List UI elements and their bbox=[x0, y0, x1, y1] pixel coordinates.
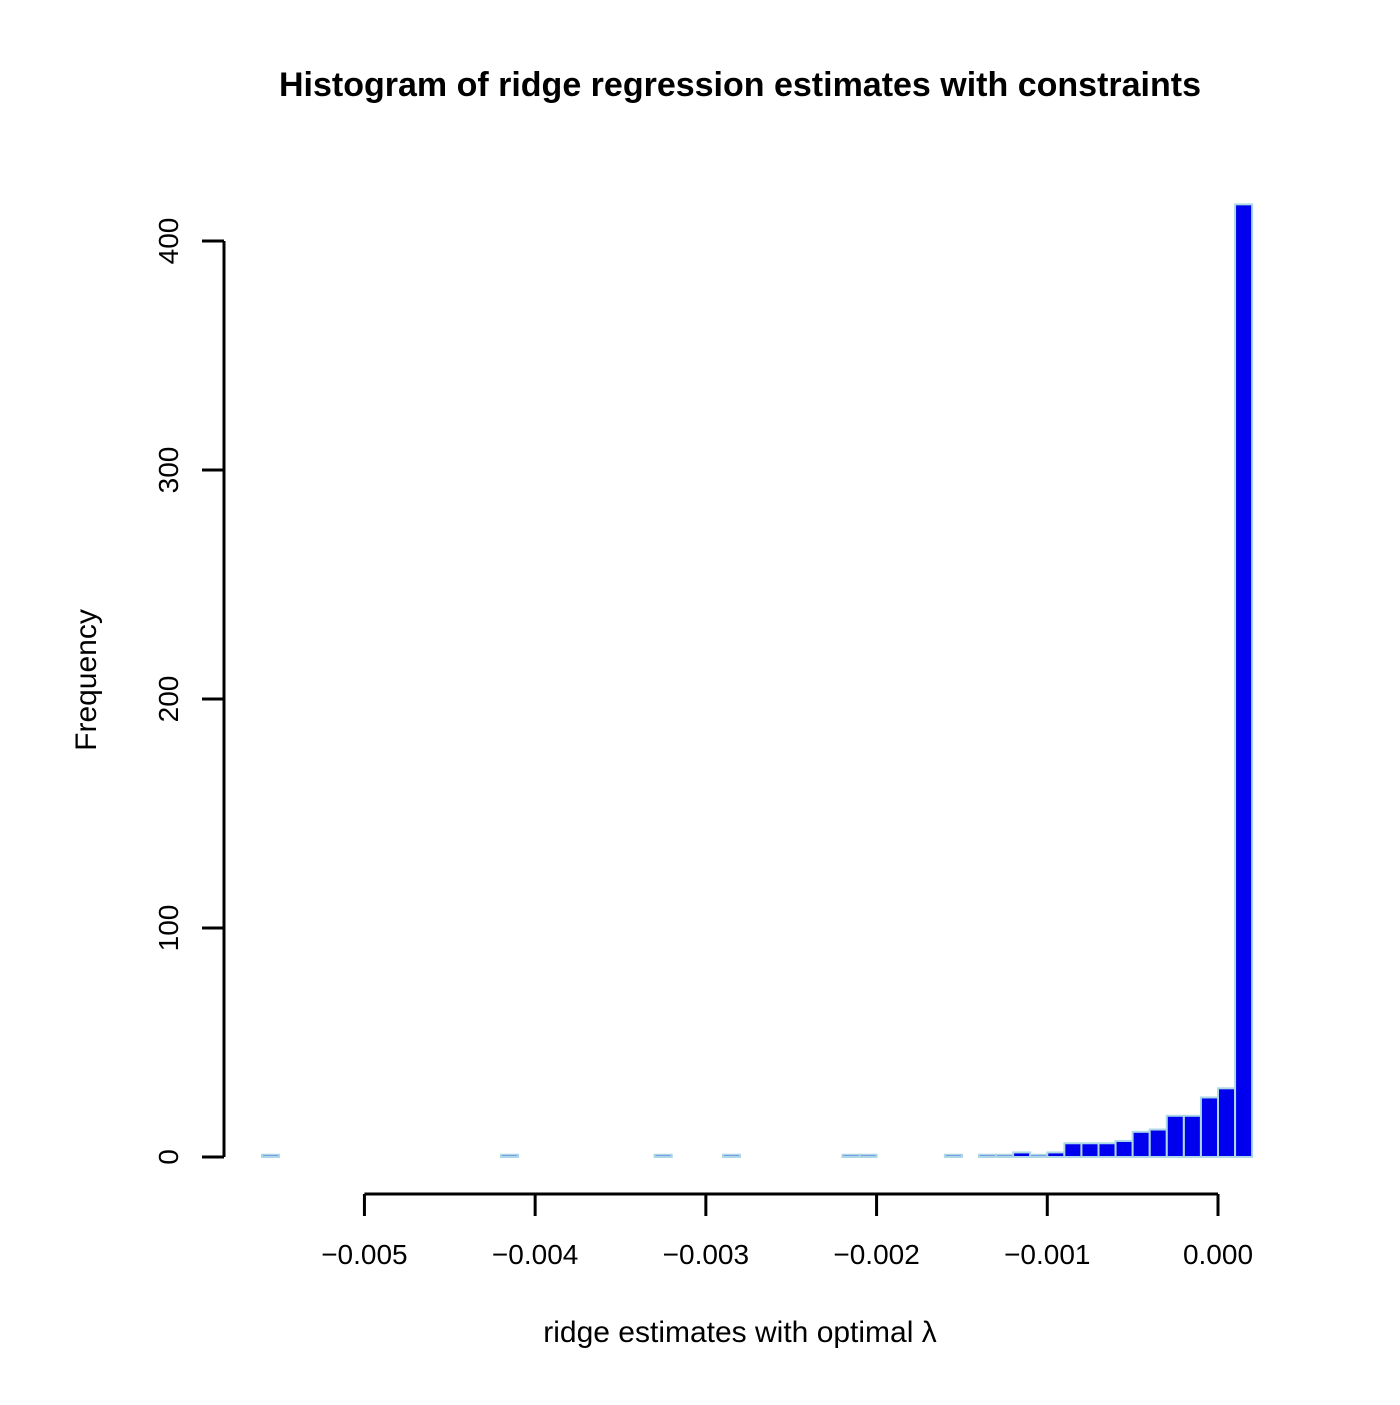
histogram-bar bbox=[1114, 1139, 1134, 1158]
histogram-bar bbox=[1097, 1142, 1117, 1159]
histogram-bar bbox=[858, 1153, 878, 1158]
x-tick-label: −0.002 bbox=[833, 1239, 919, 1270]
x-tick-label: −0.005 bbox=[321, 1239, 407, 1270]
histogram-bar bbox=[653, 1153, 673, 1158]
histogram-bar bbox=[841, 1153, 861, 1158]
bars-group bbox=[261, 203, 1254, 1159]
histogram-bar bbox=[1029, 1153, 1049, 1158]
x-tick-label: 0.000 bbox=[1183, 1239, 1253, 1270]
histogram-bar bbox=[1063, 1142, 1083, 1159]
x-axis-label: ridge estimates with optimal λ bbox=[543, 1316, 937, 1349]
histogram-bar bbox=[1182, 1114, 1202, 1159]
x-tick-label: −0.001 bbox=[1004, 1239, 1090, 1270]
histogram-bar bbox=[1046, 1151, 1066, 1159]
y-tick-label: 100 bbox=[153, 905, 184, 952]
histogram-bar bbox=[995, 1153, 1015, 1158]
chart-title: Histogram of ridge regression estimates … bbox=[279, 66, 1201, 104]
histogram-bar bbox=[1234, 203, 1254, 1159]
y-tick-label: 200 bbox=[153, 676, 184, 723]
histogram-bar bbox=[261, 1153, 281, 1158]
y-tick-label: 300 bbox=[153, 447, 184, 494]
histogram-bar bbox=[978, 1153, 998, 1158]
histogram-bar bbox=[1199, 1096, 1220, 1158]
histogram-bar bbox=[943, 1153, 963, 1158]
histogram-bar bbox=[1217, 1087, 1237, 1159]
x-tick-label: −0.004 bbox=[492, 1239, 578, 1270]
histogram-bar bbox=[1165, 1114, 1185, 1159]
histogram-bar bbox=[1131, 1130, 1151, 1159]
y-axis: 0 100 200 300 400 bbox=[153, 218, 226, 1165]
histogram-bar bbox=[1148, 1128, 1168, 1159]
y-axis-label: Frequency bbox=[70, 609, 103, 751]
y-tick-label: 0 bbox=[153, 1149, 184, 1165]
x-axis: −0.005 −0.004 −0.003 −0.002 −0.001 0.000 bbox=[321, 1192, 1253, 1270]
x-tick-label: −0.003 bbox=[663, 1239, 749, 1270]
y-tick-label: 400 bbox=[153, 218, 184, 265]
histogram-bar bbox=[500, 1153, 520, 1158]
histogram-bar bbox=[721, 1153, 741, 1158]
histogram-bar bbox=[1080, 1142, 1100, 1159]
histogram-bar bbox=[1012, 1151, 1032, 1159]
